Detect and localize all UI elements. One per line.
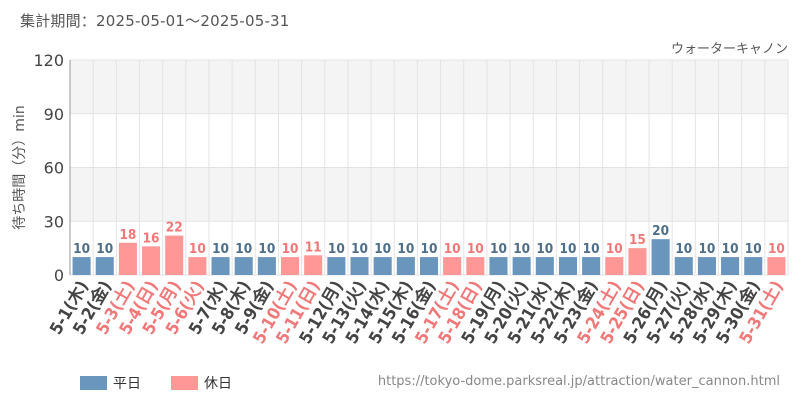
- bar: [558, 257, 578, 275]
- period-label: 集計期間：2025-05-01～2025-05-31: [20, 12, 290, 30]
- y-tick-label: 120: [33, 51, 64, 70]
- legend-item-weekday: 平日: [80, 373, 141, 393]
- bar: [118, 242, 137, 275]
- plot-band: [70, 60, 788, 114]
- data-label: 10: [722, 241, 739, 257]
- bar: [512, 257, 531, 275]
- data-label: 10: [374, 241, 391, 257]
- bar: [767, 257, 786, 275]
- legend-swatch-holiday: [171, 376, 198, 390]
- bar: [304, 255, 323, 275]
- chart-title: ウォーターキャノン: [670, 42, 788, 57]
- data-label: 10: [96, 241, 113, 257]
- bar: [605, 257, 624, 275]
- source-url: https://tokyo-dome.parksreal.jp/attracti…: [377, 374, 780, 389]
- data-label: 10: [258, 241, 275, 257]
- data-label: 15: [629, 232, 646, 248]
- y-tick-label: 0: [54, 266, 64, 285]
- bar: [443, 257, 462, 275]
- bar: [466, 257, 485, 275]
- data-label: 10: [351, 241, 368, 257]
- y-tick-label: 90: [44, 105, 64, 124]
- bar: [142, 246, 161, 275]
- data-label: 18: [119, 227, 136, 243]
- data-label: 20: [652, 223, 669, 239]
- data-label: 10: [328, 241, 345, 257]
- data-label: 10: [745, 241, 762, 257]
- bar: [280, 257, 300, 275]
- data-label: 10: [235, 241, 252, 257]
- data-label: 10: [675, 241, 692, 257]
- bar: [373, 257, 392, 275]
- data-label: 10: [583, 241, 600, 257]
- bar: [327, 257, 346, 275]
- bar: [674, 257, 693, 275]
- data-label: 16: [143, 230, 160, 246]
- data-label: 10: [698, 241, 715, 257]
- gridlines: [69, 59, 789, 276]
- bar: [721, 257, 740, 275]
- legend-swatch-weekday: [80, 376, 107, 390]
- bar: [419, 257, 439, 275]
- data-label: 10: [73, 241, 90, 257]
- data-label: 10: [536, 241, 553, 257]
- y-axis-ticks: 0 30 60 90 120: [33, 51, 64, 285]
- data-label: 10: [421, 241, 438, 257]
- bar: [257, 257, 276, 275]
- data-label: 10: [560, 241, 577, 257]
- legend-label-holiday: 休日: [204, 376, 232, 392]
- data-label: 10: [189, 241, 206, 257]
- y-tick-label: 30: [44, 212, 64, 231]
- legend-label-weekday: 平日: [113, 376, 141, 392]
- bar: [234, 257, 253, 275]
- data-labels: 10 10 18 16 22 10 10 10 10 10 11 10 10 10 10 10 10 10 10 10…: [73, 220, 785, 257]
- wait-time-bar-chart: 10 10 18 16 22 10 10 10 10 10 11 10 10 10 10 10 10 10 10 10…: [12, 51, 789, 347]
- data-label: 10: [606, 241, 623, 257]
- bar: [744, 257, 763, 275]
- bar: [72, 257, 91, 275]
- bar: [350, 257, 369, 275]
- bar: [188, 257, 207, 275]
- bar: [489, 257, 508, 275]
- data-label: 10: [282, 241, 299, 257]
- bar: [535, 257, 554, 275]
- legend-item-holiday: 休日: [171, 373, 232, 393]
- plot-band: [70, 167, 788, 222]
- y-tick-label: 60: [44, 159, 64, 178]
- bar: [211, 257, 230, 275]
- data-label: 10: [444, 241, 461, 257]
- bar: [95, 257, 114, 275]
- data-label: 10: [397, 241, 414, 257]
- bar: [628, 248, 647, 275]
- data-label: 10: [768, 241, 785, 257]
- data-label: 10: [467, 241, 484, 257]
- data-label: 10: [513, 241, 530, 257]
- data-label: 22: [166, 220, 183, 236]
- data-label: 10: [212, 241, 229, 257]
- bar: [396, 257, 415, 275]
- background-bands: [70, 60, 788, 222]
- bars: [72, 235, 786, 275]
- data-label: 10: [490, 241, 507, 257]
- bar: [651, 239, 670, 275]
- bar: [697, 257, 716, 275]
- y-axis-label: 待ち時間（分）min: [12, 105, 28, 229]
- data-label: 11: [305, 239, 322, 255]
- bar: [165, 235, 184, 275]
- legend: 平日 休日: [80, 373, 232, 393]
- x-axis-ticks: 5-1(木)5-2(金)5-3(土)5-4(日)5-5(月)5-6(火)5-7(…: [45, 277, 787, 347]
- bar: [582, 257, 601, 275]
